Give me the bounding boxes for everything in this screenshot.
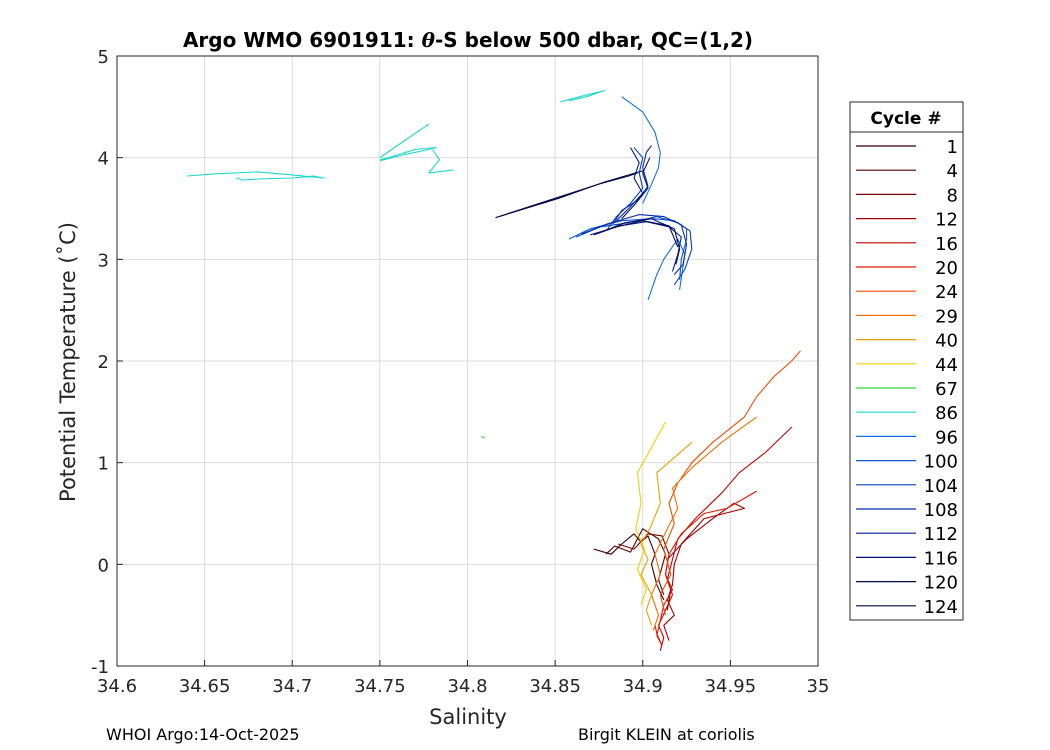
x-tick-label: 35: [807, 676, 830, 697]
series-group: [187, 90, 801, 651]
legend-label-100: 100: [924, 452, 958, 473]
x-tick-label: 34.85: [529, 676, 581, 697]
x-tick-label: 34.9: [623, 676, 663, 697]
series-cycle-86: [560, 90, 605, 103]
footer-credit-right: Birgit KLEIN at coriolis: [578, 725, 755, 744]
legend-label-8: 8: [947, 185, 958, 206]
y-axis-label: Potential Temperature (˚C): [56, 222, 80, 502]
x-tick-label: 34.6: [97, 676, 137, 697]
legend-label-1: 1: [947, 137, 958, 158]
legend-title: Cycle #: [870, 109, 941, 129]
x-tick-label: 34.7: [272, 676, 312, 697]
series-cycle-96: [621, 96, 661, 204]
series-cycle-120: [593, 220, 679, 248]
legend: Cycle # 1 4 8 12 16 20 24 29 40 44 67 86 96 100 104 108…: [849, 101, 964, 621]
y-tick-label: 5: [98, 47, 109, 68]
legend-label-4: 4: [947, 161, 958, 182]
series-cycle-86: [428, 149, 454, 174]
legend-label-104: 104: [924, 476, 958, 497]
series-cycle-16: [657, 426, 793, 651]
legend-label-96: 96: [935, 427, 958, 448]
series-cycle-112: [590, 221, 682, 272]
series-cycle-116: [621, 157, 651, 220]
chart-title: Argo WMO 6901911: θ-S below 500 dbar, QC…: [183, 28, 753, 52]
series-cycle-86: [379, 123, 430, 159]
series-cycle-108: [612, 145, 652, 225]
footer-credit-left: WHOI Argo:14-Oct-2025: [106, 725, 300, 744]
y-tick-label: 0: [98, 555, 109, 576]
legend-label-29: 29: [935, 306, 958, 327]
legend-label-40: 40: [935, 331, 958, 352]
series-cycle-29: [650, 416, 758, 631]
legend-label-12: 12: [935, 210, 958, 231]
series-cycle-24: [659, 350, 801, 616]
x-tick-label: 34.95: [705, 676, 757, 697]
legend-label-124: 124: [924, 597, 958, 618]
series-cycle-40: [640, 441, 693, 626]
legend-label-16: 16: [935, 234, 958, 255]
legend-label-120: 120: [924, 573, 958, 594]
legend-items: 1 4 8 12 16 20 24 29 40 44 67 86 96 100 104 108 112 116 12…: [856, 137, 958, 618]
series-cycle-104: [607, 147, 644, 230]
series-cycle-100: [568, 218, 688, 280]
legend-label-44: 44: [935, 355, 958, 376]
y-tick-label: 3: [98, 250, 109, 271]
series-cycle-86: [379, 146, 437, 162]
series-cycle-112: [616, 147, 644, 222]
series-cycle-12: [663, 502, 745, 641]
x-axis-ticks: 34.6 34.65 34.7 34.75 34.8 34.85 34.9 34.95 35: [97, 660, 829, 697]
x-tick-label: 34.75: [354, 676, 406, 697]
x-axis-label: Salinity: [429, 705, 507, 729]
y-tick-label: 2: [98, 352, 109, 373]
legend-label-112: 112: [924, 524, 958, 545]
y-tick-label: 1: [98, 454, 109, 475]
series-cycle-67: [481, 435, 486, 439]
y-tick-label: 4: [98, 149, 109, 170]
legend-label-116: 116: [924, 548, 958, 569]
legend-label-20: 20: [935, 258, 958, 279]
series-cycle-20: [654, 490, 757, 647]
legend-label-24: 24: [935, 282, 958, 303]
legend-label-108: 108: [924, 500, 958, 521]
x-tick-label: 34.65: [179, 676, 231, 697]
grid-lines: [116, 55, 819, 667]
legend-label-67: 67: [935, 379, 958, 400]
series-cycle-108: [581, 214, 688, 275]
y-axis-ticks: -1 0 1 2 3 4 5: [91, 47, 123, 678]
series-cycle-86: [187, 171, 325, 181]
y-tick-label: -1: [91, 657, 109, 678]
series-cycle-44: [635, 421, 666, 606]
series-cycle-116: [598, 218, 681, 265]
series-cycle-124: [498, 170, 643, 218]
x-tick-label: 34.8: [447, 676, 487, 697]
legend-label-86: 86: [935, 403, 958, 424]
